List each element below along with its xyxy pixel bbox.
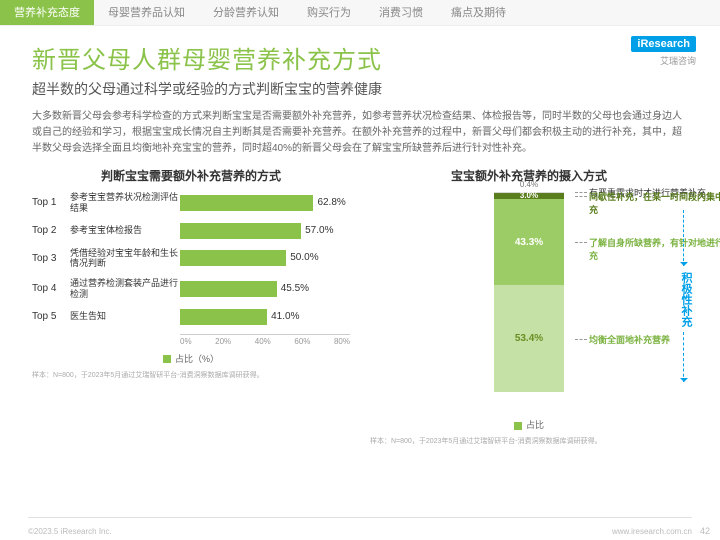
stack-annotation: 了解自身所缺营养，有针对地进行补充: [589, 236, 720, 262]
bar-row: Top 2参考宝宝体检报告 57.0%: [32, 223, 350, 239]
stack-chart: 宝宝额外补充营养的摄入方式 3.0%43.3%53.4%0.4%有严重需求时才进…: [370, 167, 688, 447]
bar-legend-label: 占比（%）: [175, 354, 219, 364]
bar-rank: Top 5: [32, 311, 70, 322]
stack-chart-legend: 占比: [370, 418, 688, 431]
bar-row: Top 4通过营养检测套装产品进行检测 45.5%: [32, 278, 350, 300]
bar-value: 50.0%: [290, 250, 318, 266]
annotation-connector: [575, 192, 587, 193]
stack-annotation: 间歇性补充，在某一时间段内集中补充: [589, 190, 720, 216]
bar-row: Top 3凭借经验对宝宝年龄和生长情况判断 50.0%: [32, 248, 350, 270]
bar-fill: [180, 250, 286, 266]
legend-swatch-icon: [163, 355, 171, 363]
stack-column: 3.0%43.3%53.4%0.4%: [494, 192, 564, 392]
bar-fill: [180, 195, 313, 211]
bar-fill: [180, 223, 301, 239]
bar-chart-legend: 占比（%）: [32, 352, 350, 365]
tab-2[interactable]: 分龄营养认知: [199, 0, 293, 25]
dashed-arrow-icon: [683, 332, 684, 382]
bar-chart-axis: 0% 20% 40% 60% 80%: [180, 334, 350, 346]
tab-4[interactable]: 消费习惯: [365, 0, 437, 25]
page-title: 新晋父母人群母婴营养补充方式: [32, 40, 688, 75]
axis-tick: 20%: [215, 337, 231, 346]
stack-value-outside: 0.4%: [520, 180, 538, 189]
bar-value: 57.0%: [305, 223, 333, 239]
annotation-connector: [575, 339, 587, 340]
stack-segment: 43.3%: [494, 199, 564, 286]
footer-divider: [28, 517, 692, 518]
legend-swatch-icon: [514, 422, 522, 430]
page-subtitle: 超半数的父母通过科学或经验的方式判断宝宝的营养健康: [32, 79, 688, 99]
bar-rank: Top 3: [32, 253, 70, 264]
bar-value: 41.0%: [271, 309, 299, 325]
page-footer: ©2023.5 iResearch Inc. www.iresearch.com…: [0, 527, 720, 536]
bar-chart: 判断宝宝需要额外补充营养的方式 Top 1参考宝宝营养状况检测评估结果 62.8%…: [32, 167, 350, 447]
bar-row: Top 1参考宝宝营养状况检测评估结果 62.8%: [32, 192, 350, 214]
tab-5[interactable]: 痛点及期待: [437, 0, 520, 25]
stack-chart-source: 样本：N=800，于2023年5月通过艾瑞智研平台-消费洞察数据库调研获得。: [370, 437, 688, 447]
axis-tick: 60%: [294, 337, 310, 346]
bar-label: 通过营养检测套装产品进行检测: [70, 278, 180, 300]
axis-tick: 40%: [255, 337, 271, 346]
bar-rank: Top 2: [32, 225, 70, 236]
stack-legend-label: 占比: [526, 420, 544, 430]
page-description: 大多数新晋父母会参考科学检查的方式来判断宝宝是否需要额外补充营养，如参考营养状况…: [32, 109, 688, 157]
bar-rank: Top 1: [32, 197, 70, 208]
bar-chart-title: 判断宝宝需要额外补充营养的方式: [32, 167, 350, 184]
bar-label: 医生告知: [70, 311, 180, 322]
bar-value: 62.8%: [317, 195, 345, 211]
annotation-connector: [575, 196, 587, 197]
bar-row: Top 5医生告知 41.0%: [32, 309, 350, 325]
bar-label: 凭借经验对宝宝年龄和生长情况判断: [70, 248, 180, 270]
logo-text: iResearch: [631, 36, 696, 52]
copyright-right: www.iresearch.com.cn: [612, 527, 692, 536]
bar-rank: Top 4: [32, 283, 70, 294]
tab-0[interactable]: 营养补充态度: [0, 0, 94, 25]
bar-label: 参考宝宝营养状况检测评估结果: [70, 192, 180, 214]
stack-segment: 53.4%: [494, 285, 564, 392]
logo-subtext: 艾瑞咨询: [631, 54, 696, 67]
dashed-arrow-icon: [683, 210, 684, 266]
bar-label: 参考宝宝体检报告: [70, 225, 180, 236]
page-number: 42: [700, 526, 710, 536]
axis-tick: 80%: [334, 337, 350, 346]
tab-3[interactable]: 购买行为: [293, 0, 365, 25]
tab-1[interactable]: 母婴营养品认知: [94, 0, 199, 25]
bar-fill: [180, 281, 277, 297]
annotation-connector: [575, 242, 587, 243]
brand-logo: iResearch 艾瑞咨询: [631, 34, 696, 67]
bar-value: 45.5%: [281, 281, 309, 297]
copyright-left: ©2023.5 iResearch Inc.: [28, 527, 112, 536]
axis-tick: 0%: [180, 337, 192, 346]
tab-bar: 营养补充态度母婴营养品认知分龄营养认知购买行为消费习惯痛点及期待: [0, 0, 720, 26]
stack-side-label: 积极性补充: [678, 272, 694, 327]
bar-chart-source: 样本：N=800，于2023年5月通过艾瑞智研平台-消费洞察数据库调研获得。: [32, 371, 350, 381]
stack-annotation: 均衡全面地补充营养: [589, 333, 720, 346]
bar-fill: [180, 309, 267, 325]
